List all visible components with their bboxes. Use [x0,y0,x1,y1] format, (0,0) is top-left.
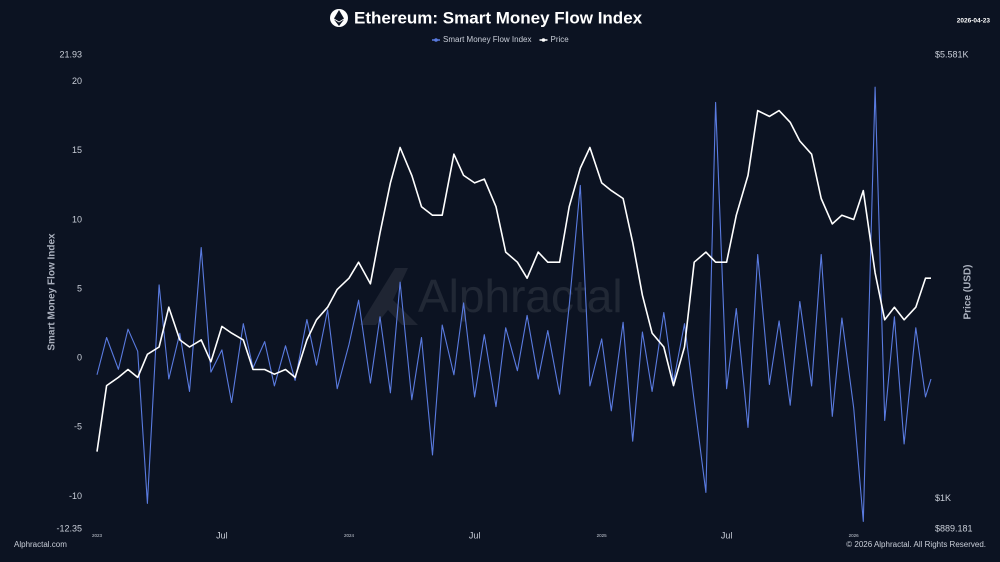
watermark-text: Alphractal [418,270,623,322]
y-tick-label: -10 [69,491,82,501]
legend-label: Price [550,35,569,44]
series-line [96,86,932,522]
legend-label: Smart Money Flow Index [443,35,531,44]
legend-dot [434,38,438,42]
x-tick-label: Jul [216,530,228,540]
x-tick-label: 2026 [849,533,860,538]
y-tick-label: -12.35 [56,523,82,533]
chart-title: Ethereum: Smart Money Flow Index [354,8,643,27]
y-tick-label: 21.93 [59,49,82,59]
source: Alphractal.com [14,540,67,549]
legend: Smart Money Flow Index Price [432,35,569,44]
x-tick-label: 2025 [597,533,608,538]
x-tick-label: Jul [469,530,481,540]
y-tick-label: -5 [74,422,82,432]
watermark: Alphractal [360,268,623,325]
x-tick-label: Jul [721,530,733,540]
y-tick-label: 20 [72,76,82,86]
y2-tick-label: $1K [935,493,951,503]
x-tick-label: 2024 [344,533,355,538]
y-tick-label: 0 [77,353,82,363]
y2-tick-label: $5.581K [935,49,969,59]
y-tick-label: 15 [72,145,82,155]
y-tick-label: 10 [72,214,82,224]
y2-axis-title: Price (USD) [963,264,974,319]
series-line [96,109,931,452]
copyright: © 2026 Alphractal. All Rights Reserved. [846,540,986,549]
legend-dot [541,38,546,42]
y-axis-title: Smart Money Flow Index [47,233,58,351]
y2-tick-label: $889.181 [935,523,973,533]
date: 2026-04-23 [957,18,991,25]
eth-icon [330,9,348,27]
y-tick-label: 5 [77,283,82,293]
x-tick-label: 2023 [92,533,103,538]
